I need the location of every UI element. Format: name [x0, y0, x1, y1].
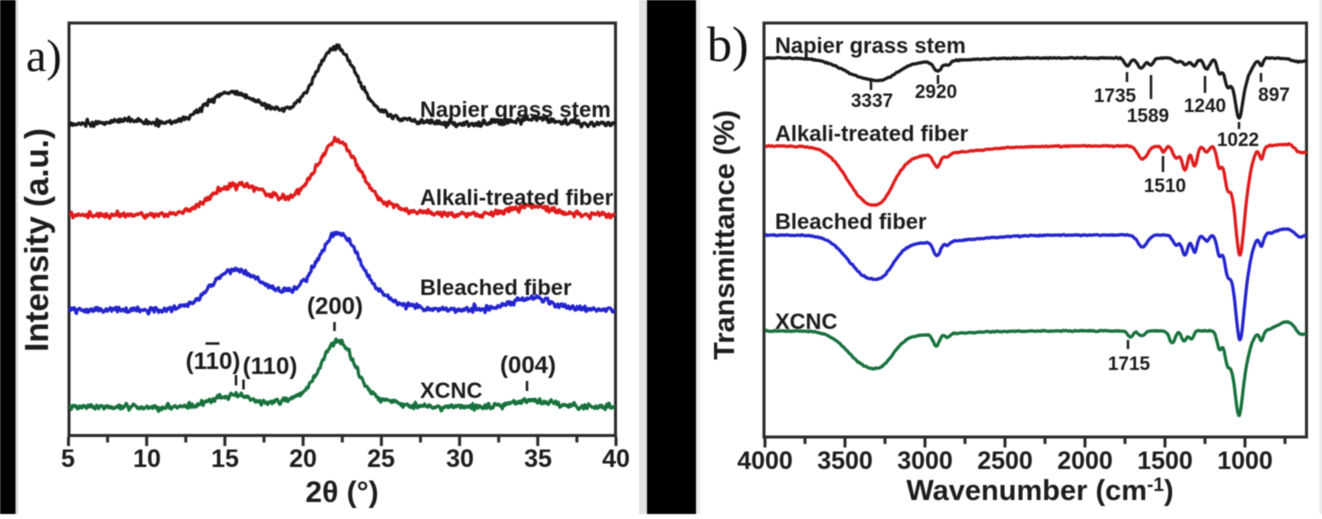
svg-text:20: 20 [289, 445, 317, 473]
svg-text:Transmittance (%): Transmittance (%) [709, 110, 741, 360]
svg-text:Intensity (a.u.): Intensity (a.u.) [18, 128, 55, 352]
svg-text:a): a) [26, 30, 62, 81]
svg-text:b): b) [707, 16, 749, 72]
svg-text:5: 5 [61, 445, 75, 473]
svg-text:40: 40 [602, 445, 630, 473]
svg-text:XCNC: XCNC [420, 378, 482, 403]
svg-text:2000: 2000 [1057, 447, 1113, 475]
svg-text:1715: 1715 [1108, 354, 1151, 375]
svg-text:2500: 2500 [977, 447, 1033, 475]
svg-text:1022: 1022 [1217, 130, 1259, 151]
svg-text:1510: 1510 [1144, 176, 1186, 197]
svg-text:XCNC: XCNC [775, 309, 837, 334]
svg-text:25: 25 [367, 445, 395, 473]
svg-text:3500: 3500 [817, 447, 873, 475]
svg-text:(200): (200) [307, 293, 363, 320]
svg-text:Alkali-treated fiber: Alkali-treated fiber [775, 121, 969, 146]
svg-text:2920: 2920 [915, 82, 957, 103]
svg-text:1500: 1500 [1137, 447, 1193, 475]
svg-text:(004): (004) [500, 352, 556, 379]
svg-text:1735: 1735 [1094, 86, 1137, 107]
svg-text:Wavenumber (cm-1): Wavenumber (cm-1) [906, 475, 1173, 507]
svg-text:15: 15 [211, 445, 239, 473]
svg-text:(110): (110) [186, 348, 241, 375]
svg-text:Napier grass stem: Napier grass stem [420, 97, 611, 122]
svg-text:3000: 3000 [897, 447, 953, 475]
svg-text:35: 35 [524, 445, 552, 473]
svg-text:Bleached fiber: Bleached fiber [775, 209, 927, 234]
svg-text:1240: 1240 [1184, 96, 1226, 117]
svg-text:4000: 4000 [737, 447, 793, 475]
svg-text:2θ (°): 2θ (°) [305, 476, 378, 509]
svg-text:10: 10 [133, 445, 161, 473]
svg-text:3337: 3337 [851, 91, 893, 112]
svg-text:1000: 1000 [1217, 447, 1273, 475]
svg-text:Bleached fiber: Bleached fiber [420, 275, 572, 300]
svg-text:Napier grass stem: Napier grass stem [775, 33, 966, 58]
svg-text:(110): (110) [243, 353, 298, 380]
svg-text:Alkali-treated fiber: Alkali-treated fiber [420, 185, 614, 210]
svg-text:897: 897 [1258, 85, 1290, 106]
svg-text:1589: 1589 [1127, 106, 1169, 127]
svg-text:30: 30 [446, 445, 474, 473]
